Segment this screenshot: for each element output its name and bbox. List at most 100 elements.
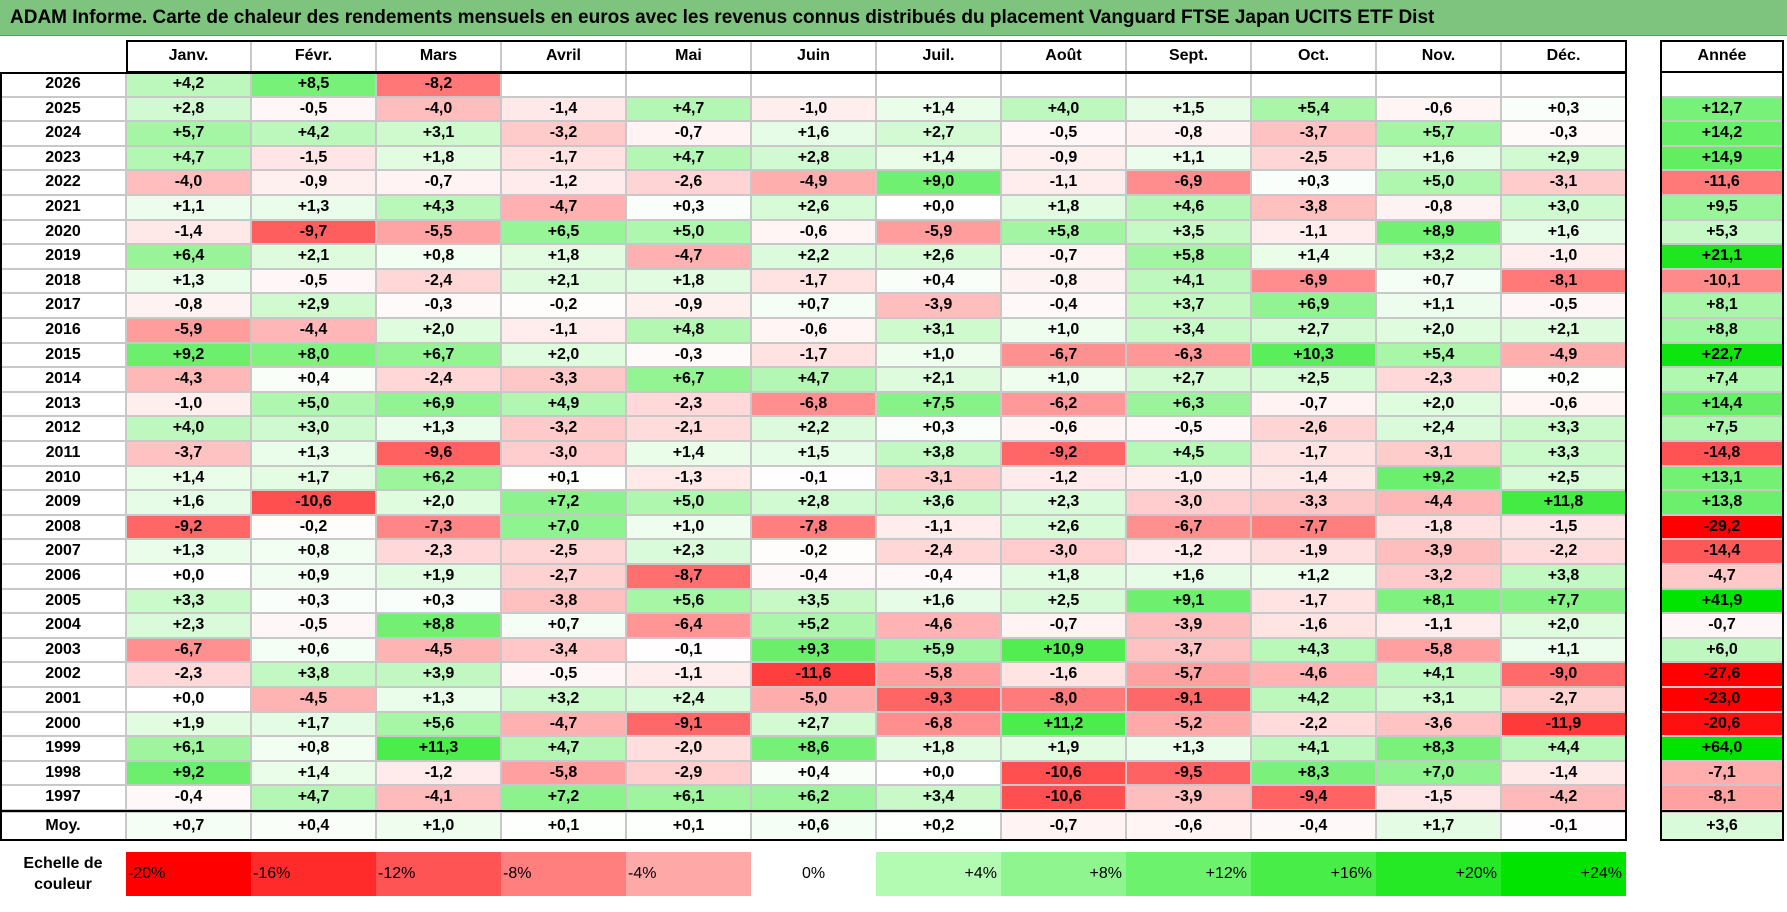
year-label: 2001 (0, 687, 126, 712)
heatmap-cell: -3,9 (1126, 613, 1251, 638)
annual-cell: -23,0 (1660, 687, 1784, 712)
heatmap-cell (501, 72, 626, 97)
heatmap-cell: -9,6 (376, 441, 501, 466)
heatmap-cell: -2,3 (126, 662, 251, 687)
heatmap-cell: -9,1 (1126, 687, 1251, 712)
heatmap-cell: +3,4 (876, 785, 1001, 810)
year-label: 2016 (0, 318, 126, 343)
heatmap-cell: +1,4 (251, 760, 376, 786)
heatmap-cell: +3,0 (251, 416, 376, 441)
heatmap-cell: +2,3 (1001, 490, 1126, 515)
color-scale-swatch: +24% (1501, 852, 1626, 896)
heatmap-cell: -6,7 (1001, 342, 1126, 368)
heatmap-cell: +2,3 (626, 539, 751, 564)
heatmap-cell: -2,1 (626, 416, 751, 441)
heatmap-cell: +4,0 (1001, 96, 1126, 122)
year-label: 2022 (0, 170, 126, 195)
heatmap-cell: +4,7 (251, 785, 376, 810)
heatmap-cell: +0,7 (501, 613, 626, 638)
color-scale-swatch: +8% (1001, 852, 1126, 896)
year-label: 2011 (0, 441, 126, 466)
heatmap-cell: -6,8 (876, 711, 1001, 737)
heatmap-cell: +2,6 (1001, 514, 1126, 540)
heatmap-cell: +3,3 (1501, 441, 1626, 466)
heatmap-cell: +2,6 (751, 195, 876, 220)
heatmap-cell: -4,5 (376, 637, 501, 663)
heatmap-cell: +5,0 (251, 391, 376, 417)
heatmap-cell (1376, 72, 1501, 97)
heatmap-cell: +1,6 (751, 121, 876, 146)
heatmap-cell: -9,1 (626, 711, 751, 737)
heatmap-cell: -4,3 (126, 367, 251, 392)
heatmap-cell: -2,3 (626, 391, 751, 417)
average-cell: +0,1 (626, 812, 751, 840)
heatmap-cell: -2,3 (1376, 367, 1501, 392)
heatmap-cell: +0,3 (626, 195, 751, 220)
color-scale-swatch: -4% (626, 852, 751, 896)
month-header: Févr. (251, 40, 376, 72)
annual-cell: +14,4 (1660, 391, 1784, 417)
year-label: 2005 (0, 588, 126, 614)
heatmap-cell: +2,0 (1501, 613, 1626, 638)
heatmap-cell: +1,9 (376, 564, 501, 589)
heatmap-cell: +1,1 (126, 195, 251, 220)
heatmap-cell: -6,8 (751, 391, 876, 417)
heatmap-cell: +10,3 (1251, 342, 1376, 368)
heatmap-cell: +5,8 (1001, 219, 1126, 245)
year-label: 2021 (0, 195, 126, 220)
heatmap-cell: -3,7 (126, 441, 251, 466)
annual-cell: +13,1 (1660, 465, 1784, 491)
heatmap-cell: +4,1 (1251, 736, 1376, 761)
heatmap-cell: -0,7 (1001, 613, 1126, 638)
color-scale-swatch: -8% (501, 852, 626, 896)
heatmap-cell: +5,6 (376, 711, 501, 737)
heatmap-cell (876, 72, 1001, 97)
annual-cell: +12,7 (1660, 96, 1784, 122)
heatmap-cell: +5,4 (1251, 96, 1376, 122)
heatmap-cell: +5,0 (626, 490, 751, 515)
heatmap-cell: +0,3 (376, 588, 501, 614)
month-header: Oct. (1251, 40, 1376, 72)
heatmap-cell: +1,8 (376, 145, 501, 171)
heatmap-cell: +3,2 (501, 687, 626, 712)
heatmap-cell: +1,9 (126, 711, 251, 737)
heatmap-cell: +0,4 (876, 268, 1001, 294)
heatmap-cell: -0,6 (751, 219, 876, 245)
heatmap-cell: -3,1 (1376, 441, 1501, 466)
heatmap-cell: -8,7 (626, 564, 751, 589)
heatmap-cell: -1,1 (1251, 219, 1376, 245)
month-header: Sept. (1126, 40, 1251, 72)
heatmap-cell: +0,3 (251, 588, 376, 614)
color-scale-label: Echelle de couleur (23, 855, 103, 893)
heatmap-cell: -3,0 (1001, 539, 1126, 564)
heatmap-cell: -3,0 (501, 441, 626, 466)
annual-cell: -8,1 (1660, 785, 1784, 810)
heatmap-cell: +4,3 (1251, 637, 1376, 663)
heatmap-cell: +7,0 (501, 514, 626, 540)
heatmap-cell: -0,4 (1001, 293, 1126, 318)
heatmap-cell: +3,6 (876, 490, 1001, 515)
heatmap-cell: +2,1 (251, 244, 376, 269)
year-label: 2026 (0, 72, 126, 97)
heatmap-cell: +9,1 (1126, 588, 1251, 614)
heatmap-cell: -1,1 (1001, 170, 1126, 195)
heatmap-cell: +2,0 (376, 318, 501, 343)
heatmap-cell: -5,0 (751, 687, 876, 712)
heatmap-cell: -6,9 (1251, 268, 1376, 294)
heatmap-cell: +2,7 (1251, 318, 1376, 343)
heatmap-cell: -9,5 (1126, 760, 1251, 786)
heatmap-cell: +1,6 (1501, 219, 1626, 245)
heatmap-cell: -0,4 (876, 564, 1001, 589)
average-cell: +1,0 (376, 812, 501, 840)
heatmap-cell: -3,3 (501, 367, 626, 392)
year-label: 1999 (0, 736, 126, 761)
heatmap-cell: -1,0 (126, 391, 251, 417)
annual-cell: -0,7 (1660, 613, 1784, 638)
heatmap-cell: +1,4 (1251, 244, 1376, 269)
heatmap-cell: -0,9 (251, 170, 376, 195)
heatmap-cell: -3,7 (1126, 637, 1251, 663)
heatmap-cell: -3,4 (501, 637, 626, 663)
average-label: Moy. (0, 812, 126, 840)
heatmap-cell: +11,3 (376, 736, 501, 761)
heatmap-cell: -3,7 (1251, 121, 1376, 146)
